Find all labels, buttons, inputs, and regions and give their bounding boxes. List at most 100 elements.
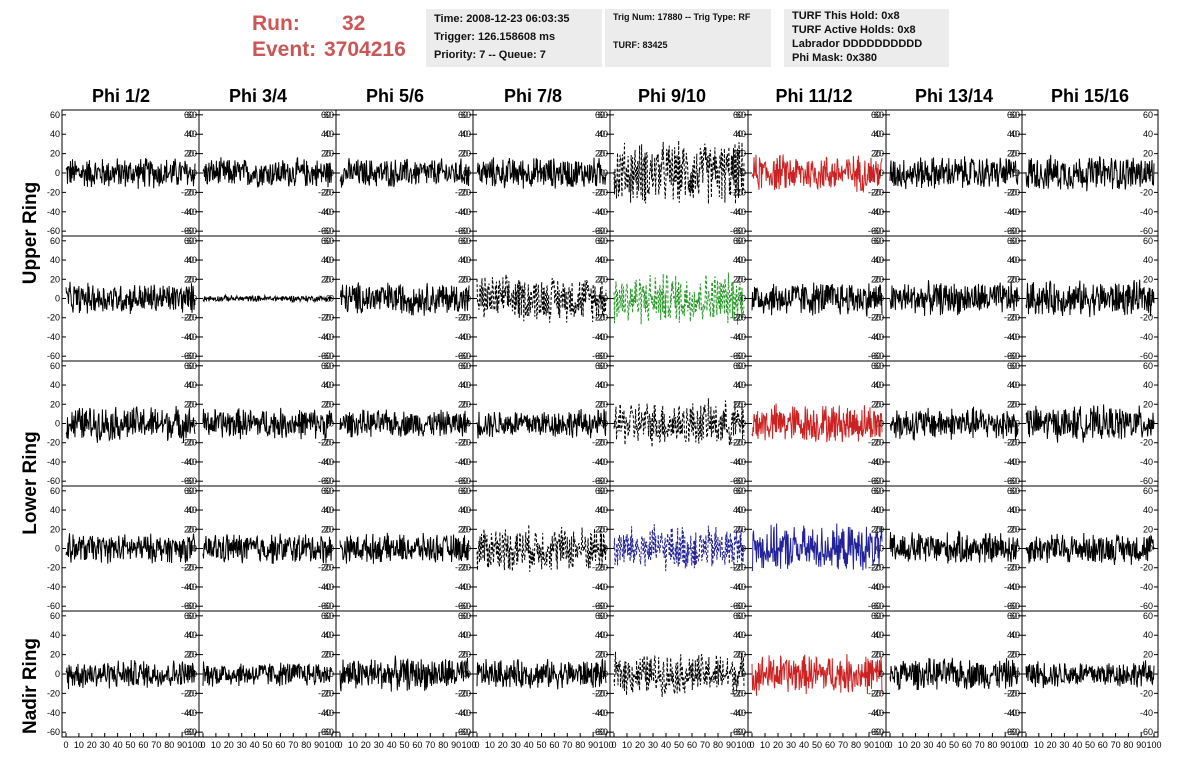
y-tick-label: -40 [1007,207,1020,217]
y-tick-label: 60 [458,110,468,120]
y-tick-label: 60 [187,110,197,120]
y-tick-label: 40 [50,380,60,390]
y-tick-label: 60 [871,236,881,246]
y-tick-label: 0 [192,544,197,554]
x-tick-label: 90 [588,740,598,750]
y-tick-label: 20 [595,274,605,284]
y-tick-label: 60 [598,361,608,371]
y-tick-label: 60 [598,110,608,120]
x-tick-label: 20 [498,740,508,750]
x-tick-label: 30 [648,740,658,750]
y-tick-label: -40 [318,582,331,592]
y-tick-label: 20 [598,524,608,534]
x-tick-label: 50 [399,740,409,750]
y-tick-label: -20 [321,688,334,698]
y-tick-label: -60 [455,601,468,611]
x-tick-label: 10 [622,740,632,750]
y-tick-label: 20 [50,650,60,660]
run-event-box: Run: 32 Event: 3704216 [252,8,420,64]
y-tick-label: 40 [598,380,608,390]
y-tick-label: -40 [181,207,194,217]
y-tick-label: -40 [181,582,194,592]
y-tick-label: -60 [868,727,881,737]
waveform-trace [339,282,470,316]
y-tick-label: 0 [329,669,334,679]
y-tick-label: -60 [730,601,743,611]
y-tick-label: 20 [321,149,331,159]
y-tick-label: 0 [463,544,468,554]
y-tick-label: -20 [184,438,197,448]
y-tick-label: 60 [187,236,197,246]
y-tick-label: 20 [871,274,881,284]
y-tick-label: 60 [461,110,471,120]
y-tick-label: -40 [455,207,468,217]
y-tick-label: -60 [592,476,605,486]
y-tick-label: -40 [595,332,608,342]
y-tick-label: 20 [187,650,197,660]
x-tick-label: 60 [138,740,148,750]
y-tick-label: 20 [187,274,197,284]
y-tick-label: -60 [184,476,197,486]
y-tick-label: -60 [868,601,881,611]
y-tick-label: 20 [871,149,881,159]
y-tick-label: 0 [1015,294,1020,304]
y-tick-label: -20 [1007,688,1020,698]
y-tick-label: 20 [871,399,881,409]
y-tick-label: 60 [736,611,746,621]
y-tick-label: -20 [455,313,468,323]
y-tick-label: -20 [1007,563,1020,573]
y-tick-label: 60 [458,361,468,371]
y-tick-label: 60 [595,236,605,246]
x-tick-label: 80 [164,740,174,750]
y-tick-label: -20 [47,563,60,573]
y-tick-label: -60 [871,601,884,611]
y-tick-label: -60 [321,727,334,737]
y-tick-label: 0 [738,544,743,554]
y-tick-label: -40 [592,708,605,718]
waveform-panel: -60 -60 -40 -40 -20 -20 0 0 20 20 40 40 60 60 [733,235,887,362]
y-tick-label: 0 [466,168,471,178]
y-tick-label: -60 [595,476,608,486]
waveform-trace [751,403,883,443]
y-tick-label: 20 [1143,399,1153,409]
y-tick-label: -40 [184,582,197,592]
y-tick-label: -60 [1140,351,1153,361]
y-tick-label: 40 [187,505,197,515]
y-tick-label: 60 [1007,486,1017,496]
y-tick-label: 60 [595,110,605,120]
y-tick-label: 40 [461,255,471,265]
y-tick-label: 0 [600,168,605,178]
y-tick-label: 60 [321,236,331,246]
y-tick-label: 40 [733,255,743,265]
y-tick-label: -40 [184,332,197,342]
y-tick-label: -20 [458,187,471,197]
y-tick-label: -60 [318,476,331,486]
y-tick-label: 20 [736,650,746,660]
y-tick-label: 60 [324,236,334,246]
y-tick-label: 40 [187,630,197,640]
y-tick-label: -20 [1004,187,1017,197]
y-tick-label: 20 [736,399,746,409]
y-tick-label: -40 [318,457,331,467]
y-tick-label: 20 [1010,149,1020,159]
x-tick-label: 100 [1010,740,1025,750]
y-tick-label: -60 [1007,351,1020,361]
y-tick-label: 0 [879,168,884,178]
x-tick-label: 30 [1059,740,1069,750]
y-tick-label: 60 [50,361,60,371]
y-tick-label: 20 [321,399,331,409]
column-header: Phi 9/10 [637,86,707,106]
y-tick-label: -60 [1004,476,1017,486]
x-tick-label: 80 [851,740,861,750]
y-tick-label: 60 [733,361,743,371]
x-tick-label: 90 [1000,740,1010,750]
x-tick-label: 90 [451,740,461,750]
priority-text: Priority: 7 -- Queue: 7 [434,49,546,61]
waveform-trace [1025,154,1155,192]
y-tick-label: -40 [1007,582,1020,592]
y-tick-label: -40 [1004,332,1017,342]
y-tick-label: 0 [600,544,605,554]
y-tick-label: -40 [595,582,608,592]
y-tick-label: 20 [458,524,468,534]
y-tick-label: 20 [736,149,746,159]
